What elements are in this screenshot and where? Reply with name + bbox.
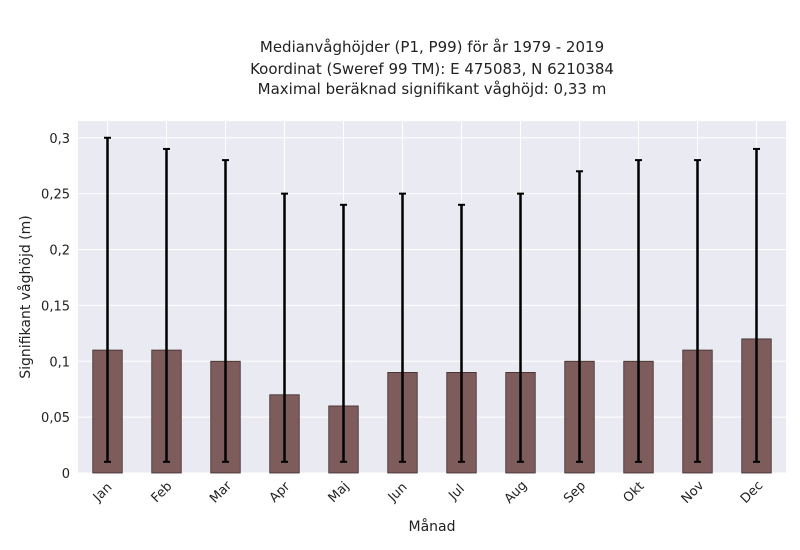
title-line-1: Medianvåghöjder (P1, P99) för år 1979 - …: [260, 38, 604, 56]
x-tick-label-apr: Apr: [267, 479, 294, 506]
error-bar-apr: [281, 192, 288, 463]
y-axis-ticks: 0 0,05 0,1 0,15 0,2 0,25 0,3: [41, 132, 70, 482]
x-tick-label-okt: Okt: [621, 479, 648, 506]
y-tick-label: 0,3: [49, 132, 70, 147]
x-axis-ticks: Jan Feb Mar Apr Maj Jun Jul Aug Sep Okt Nov Dec: [90, 478, 766, 507]
error-bar-jun: [399, 192, 406, 463]
x-tick-label-maj: Maj: [326, 479, 353, 506]
y-axis-label: Signifikant våghöjd (m): [17, 215, 34, 378]
x-tick-label-aug: Aug: [502, 478, 531, 507]
error-bars: [104, 136, 760, 463]
error-bar-okt: [635, 159, 642, 463]
x-tick-label-feb: Feb: [149, 479, 176, 506]
error-bar-maj: [340, 203, 347, 463]
y-tick-label: 0,25: [41, 188, 70, 203]
y-tick-label: 0,1: [49, 355, 70, 370]
title-line-2: Koordinat (Sweref 99 TM): E 475083, N 62…: [250, 60, 614, 78]
x-tick-label-sep: Sep: [561, 479, 589, 507]
y-tick-label: 0,15: [41, 299, 70, 314]
x-tick-label-dec: Dec: [738, 478, 766, 506]
x-tick-label-jul: Jul: [445, 482, 467, 504]
x-axis-label: Månad: [409, 518, 456, 535]
y-tick-label: 0,05: [41, 411, 70, 426]
error-bar-nov: [694, 159, 701, 463]
chart-title: Medianvåghöjder (P1, P99) för år 1979 - …: [250, 38, 614, 98]
y-tick-label: 0: [62, 467, 70, 482]
x-tick-label-jun: Jun: [385, 480, 411, 506]
error-bar-dec: [753, 147, 760, 463]
y-tick-label: 0,2: [49, 244, 70, 259]
title-line-3: Maximal beräknad signifikant våghöjd: 0,…: [258, 80, 607, 98]
error-bar-jan: [104, 136, 111, 463]
error-bar-feb: [163, 147, 170, 463]
x-tick-label-mar: Mar: [207, 478, 235, 506]
error-bar-mar: [222, 159, 229, 463]
error-bar-jul: [458, 203, 465, 463]
x-tick-label-jan: Jan: [90, 480, 115, 505]
error-bar-sep: [576, 170, 583, 463]
x-tick-label-nov: Nov: [679, 478, 708, 507]
plot-area: [78, 121, 786, 473]
error-bar-aug: [517, 192, 524, 463]
